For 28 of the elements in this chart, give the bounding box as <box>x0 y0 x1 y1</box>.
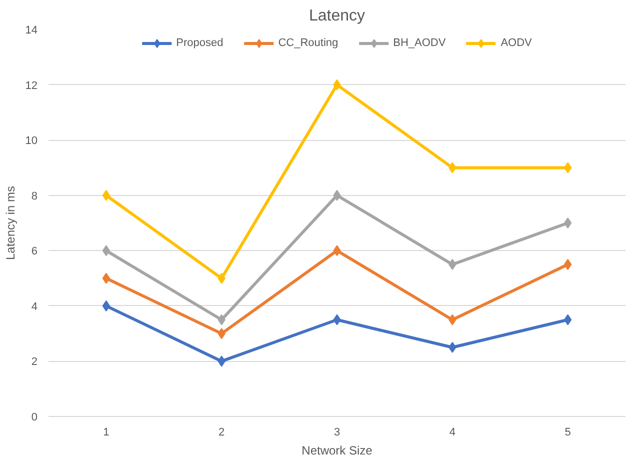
legend-label: AODV <box>500 37 532 49</box>
point <box>102 190 110 201</box>
y-tick-label: 10 <box>25 135 38 148</box>
point <box>564 218 572 228</box>
legend-label: Proposed <box>176 37 224 49</box>
x-tick-label: 3 <box>334 426 340 438</box>
y-tick-label: 14 <box>25 24 38 36</box>
y-tick-label: 8 <box>31 190 38 202</box>
chart-title: Latency <box>308 8 366 24</box>
point <box>564 162 572 174</box>
point <box>102 245 110 256</box>
y-tick-label: 2 <box>31 356 38 368</box>
y-axis-title: Latency in ms <box>3 186 18 260</box>
y-tick-label: 6 <box>31 246 38 258</box>
x-tick-label: 2 <box>218 426 225 438</box>
point <box>102 300 110 312</box>
y-tick-label: 0 <box>31 412 38 424</box>
y-tick-label: 12 <box>25 80 38 92</box>
x-tick-label: 1 <box>103 426 110 438</box>
x-tick-label: 5 <box>564 426 571 438</box>
x-tick-label: 4 <box>449 426 456 438</box>
x-axis-title: Network Size <box>302 444 373 458</box>
legend-label: CC_Routing <box>278 37 338 49</box>
y-tick-label: 4 <box>31 300 38 313</box>
legend-label: BH_AODV <box>393 37 446 49</box>
point <box>102 272 110 284</box>
point <box>564 314 572 326</box>
point <box>564 258 572 270</box>
